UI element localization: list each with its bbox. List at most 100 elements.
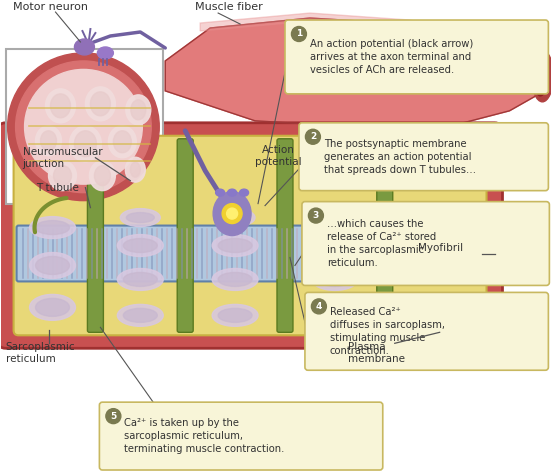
Ellipse shape [30,253,76,278]
Ellipse shape [312,304,358,326]
Ellipse shape [131,100,146,120]
Ellipse shape [86,87,115,121]
Circle shape [305,129,320,144]
Ellipse shape [75,131,97,157]
Ellipse shape [533,56,548,96]
Ellipse shape [118,304,163,326]
Ellipse shape [318,273,352,286]
Ellipse shape [35,220,70,235]
FancyBboxPatch shape [299,123,548,190]
Ellipse shape [315,209,355,227]
FancyBboxPatch shape [285,20,548,94]
Ellipse shape [35,126,61,156]
Ellipse shape [318,308,352,323]
Ellipse shape [54,166,71,186]
Ellipse shape [89,161,115,190]
Text: Released Ca²⁺
diffuses in sarcoplasm,
stimulating muscle
contraction.: Released Ca²⁺ diffuses in sarcoplasm, st… [330,307,445,355]
Ellipse shape [30,294,76,320]
Ellipse shape [35,256,70,275]
Ellipse shape [417,253,463,278]
Ellipse shape [321,213,349,223]
Circle shape [291,27,306,41]
Ellipse shape [423,220,457,235]
Text: An action potential (black arrow)
arrives at the axon terminal and
vesicles of A: An action potential (black arrow) arrive… [310,39,473,75]
Ellipse shape [8,53,160,200]
Ellipse shape [125,157,145,182]
Ellipse shape [423,256,457,275]
FancyBboxPatch shape [87,139,103,332]
FancyBboxPatch shape [177,139,193,332]
Text: Sarcoplasmic
reticulum: Sarcoplasmic reticulum [6,342,75,364]
FancyBboxPatch shape [277,139,293,332]
Ellipse shape [130,162,140,177]
Polygon shape [165,18,544,128]
Text: T tubule: T tubule [36,183,79,193]
FancyBboxPatch shape [0,123,502,348]
Text: 3: 3 [313,211,319,220]
Text: Plasma
membrane: Plasma membrane [348,342,405,364]
Ellipse shape [218,273,252,286]
Ellipse shape [222,204,242,224]
Ellipse shape [417,217,463,238]
Text: Ca²⁺ is taken up by the
sarcoplasmic reticulum,
terminating muscle contraction.: Ca²⁺ is taken up by the sarcoplasmic ret… [124,418,285,454]
FancyBboxPatch shape [305,293,548,370]
Ellipse shape [51,94,71,118]
Ellipse shape [417,294,463,320]
Ellipse shape [118,235,163,256]
Ellipse shape [94,166,110,186]
FancyBboxPatch shape [17,226,484,281]
Ellipse shape [215,209,255,227]
Text: Myofibril: Myofibril [418,243,463,253]
Ellipse shape [35,298,70,316]
Ellipse shape [70,126,102,162]
Text: 4: 4 [316,302,322,311]
Ellipse shape [312,268,358,290]
Ellipse shape [534,62,543,90]
Text: Muscle fiber: Muscle fiber [195,2,263,12]
FancyBboxPatch shape [6,49,163,204]
Text: 2: 2 [310,132,316,141]
Ellipse shape [240,189,248,196]
Ellipse shape [118,268,163,290]
Ellipse shape [126,95,151,125]
Ellipse shape [221,213,249,223]
Circle shape [311,299,326,314]
Ellipse shape [126,213,154,223]
Ellipse shape [212,268,258,290]
Ellipse shape [120,209,160,227]
Polygon shape [200,13,519,61]
FancyBboxPatch shape [99,402,383,470]
FancyBboxPatch shape [377,139,392,332]
Ellipse shape [97,47,113,59]
FancyBboxPatch shape [14,136,486,335]
Text: 1: 1 [296,29,302,38]
Ellipse shape [218,308,252,323]
Ellipse shape [213,191,251,236]
Ellipse shape [423,298,457,316]
Ellipse shape [123,273,157,286]
Circle shape [309,208,323,223]
Ellipse shape [49,161,76,190]
Ellipse shape [312,235,358,256]
FancyBboxPatch shape [302,201,549,285]
Text: Action
potential: Action potential [254,145,301,167]
Ellipse shape [123,238,157,253]
Ellipse shape [532,50,552,102]
Ellipse shape [113,131,131,153]
Ellipse shape [212,235,258,256]
Text: 5: 5 [110,412,116,421]
Ellipse shape [218,238,252,253]
Text: Motor neuron: Motor neuron [13,2,88,12]
Ellipse shape [15,61,151,193]
Ellipse shape [45,89,76,123]
Ellipse shape [216,189,225,196]
Ellipse shape [25,69,142,184]
Text: The postsynaptic membrane
generates an action potential
that spreads down T tubu: The postsynaptic membrane generates an a… [324,139,476,174]
Ellipse shape [91,92,110,116]
Ellipse shape [227,189,237,196]
Ellipse shape [212,304,258,326]
Text: Neuromuscular
junction: Neuromuscular junction [23,147,102,169]
Text: …which causes the
release of Ca²⁺ stored
in the sarcoplasmic
reticulum.: …which causes the release of Ca²⁺ stored… [327,219,436,268]
Circle shape [106,408,121,424]
Ellipse shape [30,217,76,238]
